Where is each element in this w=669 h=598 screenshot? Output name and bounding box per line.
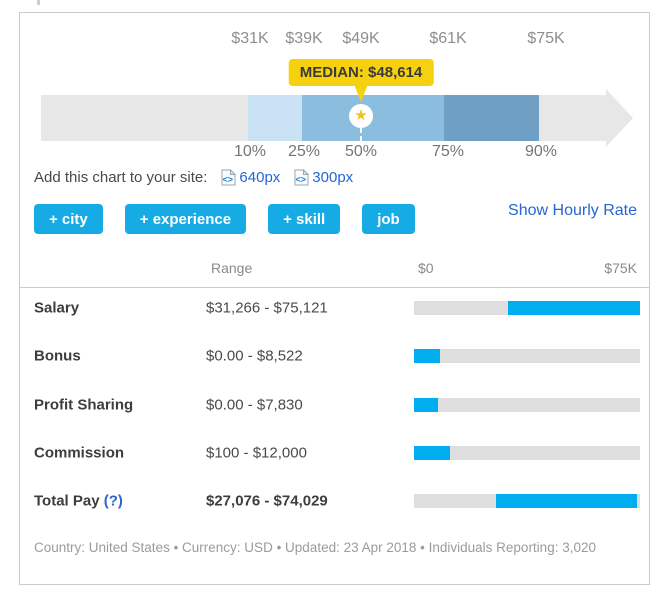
embed-size-label: 300px xyxy=(312,169,354,186)
table-row-commission: Commission $100 - $12,000 xyxy=(20,429,649,477)
axis-max-label: $75K xyxy=(604,260,637,276)
segment-below-10th xyxy=(41,95,248,141)
row-range-bar-fill xyxy=(508,301,640,315)
row-label: Total Pay (?) xyxy=(34,493,123,510)
add-city-button[interactable]: + city xyxy=(34,204,103,234)
row-range-value: $100 - $12,000 xyxy=(206,444,307,462)
show-hourly-rate-link[interactable]: Show Hourly Rate xyxy=(508,202,637,219)
median-dashed-line xyxy=(360,128,362,141)
add-experience-button[interactable]: + experience xyxy=(124,204,247,234)
row-range-bar xyxy=(414,301,640,315)
embed-640px-link[interactable]: <> 640px xyxy=(221,169,280,186)
percentile-tick-label: 90% xyxy=(524,143,558,160)
percentile-amount-label: $61K xyxy=(429,30,467,47)
percentile-bar: ★ xyxy=(41,89,633,147)
embed-code-icon: <> xyxy=(294,169,310,186)
svg-text:<>: <> xyxy=(296,175,307,185)
row-range-bar-fill xyxy=(414,446,451,460)
row-range-bar xyxy=(414,349,640,363)
row-range-bar xyxy=(414,494,640,508)
total-pay-help-icon[interactable]: (?) xyxy=(103,492,123,510)
segment-25th-75th xyxy=(302,95,444,141)
percentile-amount-label: $49K xyxy=(342,30,380,47)
row-range-value: $31,266 - $75,121 xyxy=(206,299,328,317)
embed-prompt: Add this chart to your site: xyxy=(34,169,208,186)
row-label: Bonus xyxy=(34,347,81,365)
table-row-profit-sharing: Profit Sharing $0.00 - $7,830 xyxy=(20,381,649,429)
job-button[interactable]: job xyxy=(362,204,415,234)
median-star-icon: ★ xyxy=(349,104,373,128)
row-range-bar xyxy=(414,398,640,412)
segment-10th-25th xyxy=(248,95,302,141)
axis-min-label: $0 xyxy=(418,260,434,276)
add-skill-button[interactable]: + skill xyxy=(268,204,341,234)
percentile-tick-label: 25% xyxy=(287,143,321,160)
percentile-tick-label: 10% xyxy=(233,143,267,160)
percentile-amount-label: $39K xyxy=(285,30,323,47)
range-column-header: Range xyxy=(211,260,253,276)
percentile-tick-label: 50% xyxy=(344,143,378,160)
metadata-footer: Country: United States • Currency: USD •… xyxy=(34,540,596,555)
segment-above-90th xyxy=(539,95,606,141)
header-separator xyxy=(20,287,649,288)
segment-75th-90th xyxy=(444,95,539,141)
embed-300px-link[interactable]: <> 300px xyxy=(294,169,353,186)
row-range-bar-fill xyxy=(414,349,440,363)
row-range-bar-fill xyxy=(414,398,438,412)
row-label: Salary xyxy=(34,299,80,317)
filter-buttons-row: + city + experience + skill job xyxy=(34,204,415,234)
embed-code-icon: <> xyxy=(221,169,237,186)
embed-size-label: 640px xyxy=(239,169,281,186)
svg-text:<>: <> xyxy=(223,175,234,185)
crop-artifact xyxy=(37,0,40,5)
row-range-value: $27,076 - $74,029 xyxy=(206,492,328,510)
percentile-amount-label: $31K xyxy=(231,30,269,47)
table-row-salary: Salary $31,266 - $75,121 xyxy=(20,284,649,332)
row-range-bar xyxy=(414,446,640,460)
percentile-tick-label: 75% xyxy=(431,143,465,160)
arrow-tip-icon xyxy=(606,89,633,147)
row-label: Commission xyxy=(34,444,125,462)
row-label: Profit Sharing xyxy=(34,396,134,414)
row-range-bar-fill xyxy=(495,494,638,508)
table-row-bonus: Bonus $0.00 - $8,522 xyxy=(20,332,649,380)
percentile-amount-label: $75K xyxy=(527,30,565,47)
embed-row: Add this chart to your site: <> 640px <>… xyxy=(34,169,353,186)
row-range-value: $0.00 - $8,522 xyxy=(206,347,303,365)
table-row-total-pay: Total Pay (?) $27,076 - $74,029 xyxy=(20,477,649,525)
row-range-value: $0.00 - $7,830 xyxy=(206,396,303,414)
total-pay-label: Total Pay xyxy=(34,492,100,510)
salary-snapshot-panel: $31K $39K $49K $61K $75K MEDIAN: $48,614… xyxy=(19,12,650,585)
median-callout: MEDIAN: $48,614 xyxy=(288,59,434,86)
median-callout-tail xyxy=(354,84,368,102)
